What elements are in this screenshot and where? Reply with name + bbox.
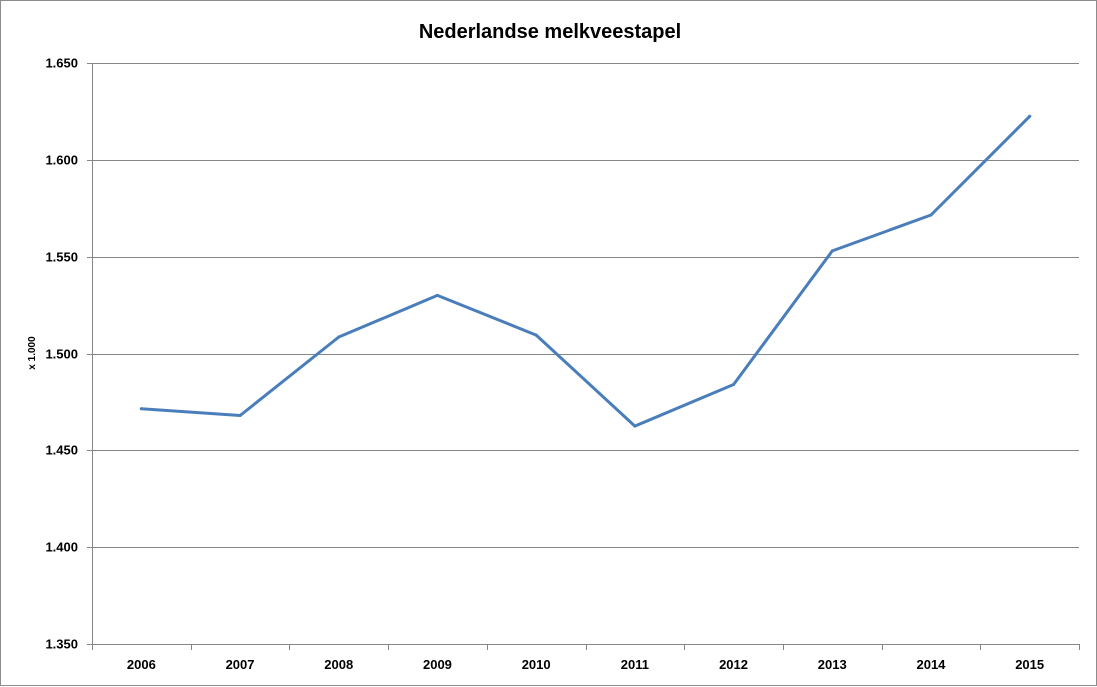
data-point-2014 xyxy=(929,213,933,217)
x-tick-label: 2015 xyxy=(1015,657,1044,672)
x-tick-label: 2014 xyxy=(916,657,946,672)
series-line xyxy=(139,114,1032,428)
x-tick-label: 2013 xyxy=(818,657,847,672)
y-tick-label: 1.500 xyxy=(45,347,78,362)
data-point-2011 xyxy=(633,424,637,428)
axes xyxy=(87,63,1080,650)
gridlines xyxy=(92,63,1079,548)
x-tick-label: 2012 xyxy=(719,657,748,672)
y-axis-label: x 1.000 xyxy=(27,336,38,370)
x-tick-label: 2008 xyxy=(324,657,353,672)
x-tick-label: 2007 xyxy=(226,657,255,672)
data-point-2009 xyxy=(435,293,439,297)
y-tick-label: 1.400 xyxy=(45,540,78,555)
x-tick-labels: 2006 2007 2008 2009 2010 2011 2012 2013 2014 2015 xyxy=(127,657,1044,672)
data-point-2010 xyxy=(534,333,538,337)
series-layer xyxy=(139,114,1032,428)
y-tick-label: 1.550 xyxy=(45,250,78,265)
data-point-2012 xyxy=(732,382,736,386)
data-point-2006 xyxy=(139,407,143,411)
y-tick-label: 1.450 xyxy=(45,443,78,458)
x-tick-label: 2011 xyxy=(621,657,649,672)
y-tick-label: 1.650 xyxy=(45,56,78,71)
x-tick-label: 2009 xyxy=(423,657,452,672)
y-tick-label: 1.350 xyxy=(45,637,78,652)
chart-title: Nederlandse melkveestapel xyxy=(419,21,681,43)
data-point-2007 xyxy=(238,413,242,417)
data-point-2015 xyxy=(1028,114,1032,118)
x-tick-label: 2006 xyxy=(127,657,156,672)
y-tick-labels: 1.350 1.400 1.450 1.500 1.550 1.600 1.650 xyxy=(45,56,78,652)
data-point-2008 xyxy=(337,335,341,339)
y-tick-label: 1.600 xyxy=(45,153,78,168)
data-point-2013 xyxy=(830,249,834,253)
x-tick-label: 2010 xyxy=(522,657,551,672)
